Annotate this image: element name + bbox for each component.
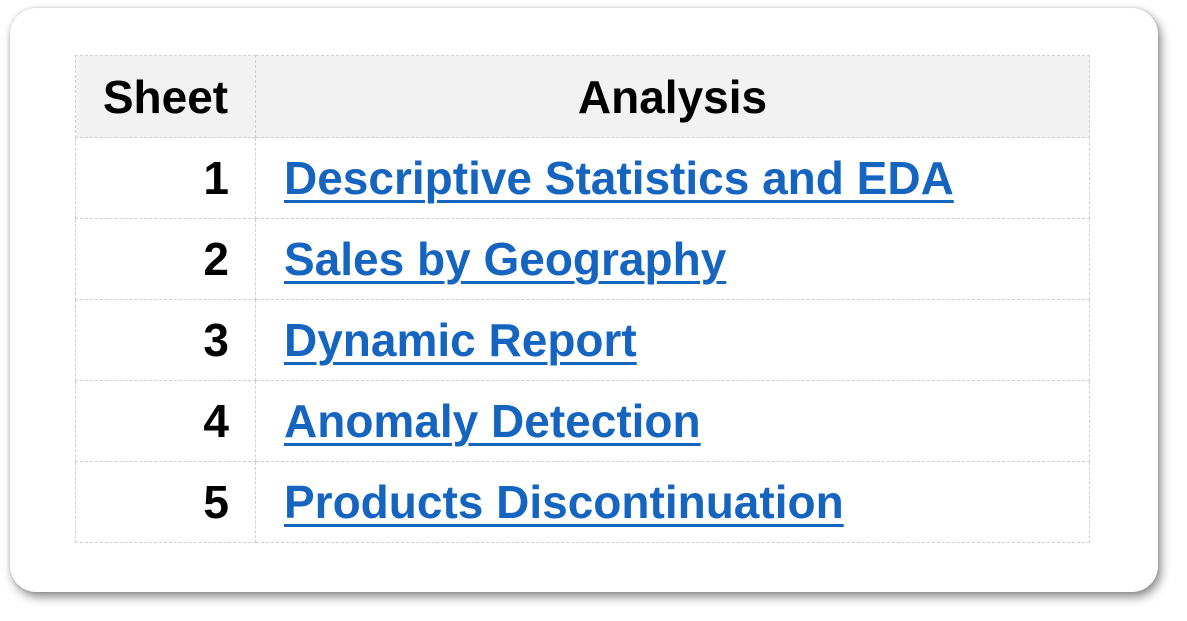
- analysis-link-descriptive-statistics[interactable]: Descriptive Statistics and EDA: [284, 152, 954, 204]
- analysis-link-dynamic-report[interactable]: Dynamic Report: [284, 314, 637, 366]
- analysis-link-anomaly-detection[interactable]: Anomaly Detection: [284, 395, 701, 447]
- sheet-number: 4: [75, 380, 256, 462]
- analysis-cell: Dynamic Report: [255, 299, 1090, 381]
- analysis-link-sales-by-geography[interactable]: Sales by Geography: [284, 233, 727, 285]
- analysis-cell: Anomaly Detection: [255, 380, 1090, 462]
- header-sheet: Sheet: [75, 55, 256, 138]
- table-row: 1 Descriptive Statistics and EDA: [75, 137, 1090, 219]
- table-row: 3 Dynamic Report: [75, 299, 1090, 381]
- analysis-cell: Products Discontinuation: [255, 461, 1090, 543]
- analysis-link-products-discontinuation[interactable]: Products Discontinuation: [284, 476, 844, 528]
- sheet-number: 3: [75, 299, 256, 381]
- sheet-number: 5: [75, 461, 256, 543]
- sheet-number: 2: [75, 218, 256, 300]
- table-row: 4 Anomaly Detection: [75, 380, 1090, 462]
- table-row: 5 Products Discontinuation: [75, 461, 1090, 543]
- analysis-cell: Descriptive Statistics and EDA: [255, 137, 1090, 219]
- table-row: 2 Sales by Geography: [75, 218, 1090, 300]
- analysis-cell: Sales by Geography: [255, 218, 1090, 300]
- header-row: Sheet Analysis: [75, 55, 1090, 138]
- sheet-number: 1: [75, 137, 256, 219]
- table-card: Sheet Analysis 1 Descriptive Statistics …: [10, 8, 1158, 592]
- sheet-index-table: Sheet Analysis 1 Descriptive Statistics …: [75, 55, 1090, 543]
- header-analysis: Analysis: [255, 55, 1090, 138]
